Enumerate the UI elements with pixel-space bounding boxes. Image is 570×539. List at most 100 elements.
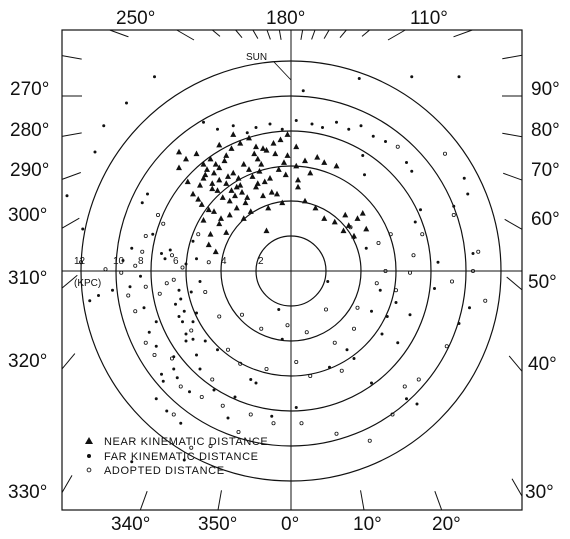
- near-kinematic-point: [195, 195, 202, 202]
- longitude-tick-220: [339, 29, 347, 38]
- legend-open-dot-marker: [86, 467, 92, 473]
- near-kinematic-point: [205, 241, 212, 248]
- far-kinematic-point: [385, 315, 389, 318]
- adopted-distance-point: [169, 356, 174, 361]
- adopted-distance-point: [157, 291, 162, 296]
- far-kinematic-point: [177, 288, 181, 292]
- longitude-ticks: [61, 29, 523, 511]
- adopted-distance-point: [299, 421, 304, 426]
- longitude-tick-20: [139, 491, 148, 511]
- far-kinematic-point: [161, 379, 165, 383]
- near-kinematic-point: [270, 139, 277, 146]
- near-kinematic-point: [293, 162, 300, 169]
- far-kinematic-point: [413, 220, 417, 224]
- right-longitude-30: 30°: [525, 482, 554, 503]
- adopted-distance-point: [348, 225, 353, 230]
- hii-region-points: [65, 75, 488, 464]
- far-kinematic-point: [294, 406, 298, 409]
- near-kinematic-point: [226, 197, 233, 204]
- far-kinematic-point: [466, 192, 470, 196]
- near-kinematic-point: [253, 143, 259, 150]
- near-kinematic-point: [312, 204, 319, 211]
- adopted-distance-point: [133, 309, 138, 314]
- far-kinematic-point: [184, 262, 188, 266]
- left-longitude-280: 280°: [10, 120, 49, 141]
- near-kinematic-point: [351, 232, 357, 239]
- far-kinematic-point: [280, 337, 284, 341]
- sun-label: SUN: [246, 52, 267, 63]
- far-kinematic-point: [154, 397, 158, 401]
- near-kinematic-point: [200, 160, 207, 167]
- far-kinematic-point: [457, 75, 461, 79]
- frame-border: [61, 29, 523, 511]
- near-kinematic-point: [261, 178, 268, 185]
- near-kinematic-point: [230, 131, 237, 137]
- near-kinematic-point: [211, 169, 217, 176]
- far-kinematic-point: [65, 194, 69, 198]
- near-kinematic-point: [295, 176, 301, 183]
- longitude-tick-190: [300, 29, 304, 40]
- plot-frame: [61, 29, 523, 511]
- near-kinematic-point: [205, 206, 212, 213]
- near-kinematic-point: [216, 164, 223, 171]
- near-kinematic-point: [240, 215, 247, 221]
- adopted-distance-point: [140, 249, 145, 254]
- far-kinematic-point: [81, 227, 85, 231]
- near-kinematic-point: [254, 155, 261, 162]
- near-kinematic-point: [260, 145, 266, 151]
- near-kinematic-point: [268, 188, 275, 195]
- far-kinematic-point: [216, 348, 219, 352]
- far-kinematic-point: [182, 458, 186, 462]
- adopted-distance-point: [383, 268, 388, 273]
- far-kinematic-point: [462, 176, 466, 180]
- longitude-tick-60: [61, 217, 80, 229]
- far-kinematic-point: [357, 77, 361, 80]
- adopted-distance-point: [143, 233, 148, 238]
- adopted-distance-point: [103, 267, 108, 272]
- longitude-tick-210: [323, 29, 330, 39]
- near-kinematic-point: [302, 197, 308, 204]
- far-kinematic-point: [160, 252, 163, 255]
- adopted-distance-point: [259, 326, 264, 331]
- far-kinematic-point: [321, 126, 324, 129]
- far-kinematic-point: [191, 337, 195, 341]
- far-kinematic-point: [153, 75, 156, 79]
- longitude-tick-130: [212, 29, 221, 37]
- far-kinematic-point: [471, 252, 475, 255]
- near-kinematic-point: [342, 211, 349, 218]
- adopted-distance-point: [210, 377, 215, 382]
- adopted-distance-point: [164, 281, 169, 286]
- near-kinematic-point: [274, 190, 280, 197]
- far-kinematic-point: [410, 75, 414, 79]
- adopted-distance-point: [189, 445, 194, 450]
- adopted-distance-point: [411, 253, 416, 258]
- near-kinematic-point: [204, 166, 210, 172]
- far-kinematic-point: [226, 416, 230, 420]
- near-kinematic-point: [190, 190, 196, 197]
- near-kinematic-point: [207, 155, 214, 162]
- near-kinematic-point: [354, 215, 361, 221]
- adopted-distance-point: [442, 151, 447, 156]
- far-kinematic-point: [268, 122, 272, 126]
- right-longitude-90: 90°: [531, 79, 560, 100]
- adopted-distance-point: [483, 298, 488, 303]
- far-kinematic-point: [182, 309, 186, 313]
- longitude-tick-330: [511, 478, 523, 497]
- far-kinematic-point: [396, 341, 400, 345]
- adopted-distance-point: [238, 361, 243, 366]
- far-kinematic-point: [326, 280, 330, 283]
- near-kinematic-point: [321, 215, 328, 221]
- near-kinematic-point: [293, 143, 300, 150]
- adopted-distance-point: [407, 270, 412, 275]
- right-longitude-70: 70°: [531, 160, 560, 181]
- near-kinematic-point: [247, 208, 254, 214]
- far-kinematic-point: [121, 259, 125, 262]
- longitude-tick-80: [61, 132, 82, 137]
- adopted-distance-point: [169, 253, 174, 258]
- far-kinematic-point: [102, 124, 106, 128]
- far-kinematic-point: [436, 260, 440, 264]
- longitude-tick-320: [508, 355, 523, 372]
- far-kinematic-point: [359, 124, 363, 128]
- far-kinematic-point: [335, 120, 338, 124]
